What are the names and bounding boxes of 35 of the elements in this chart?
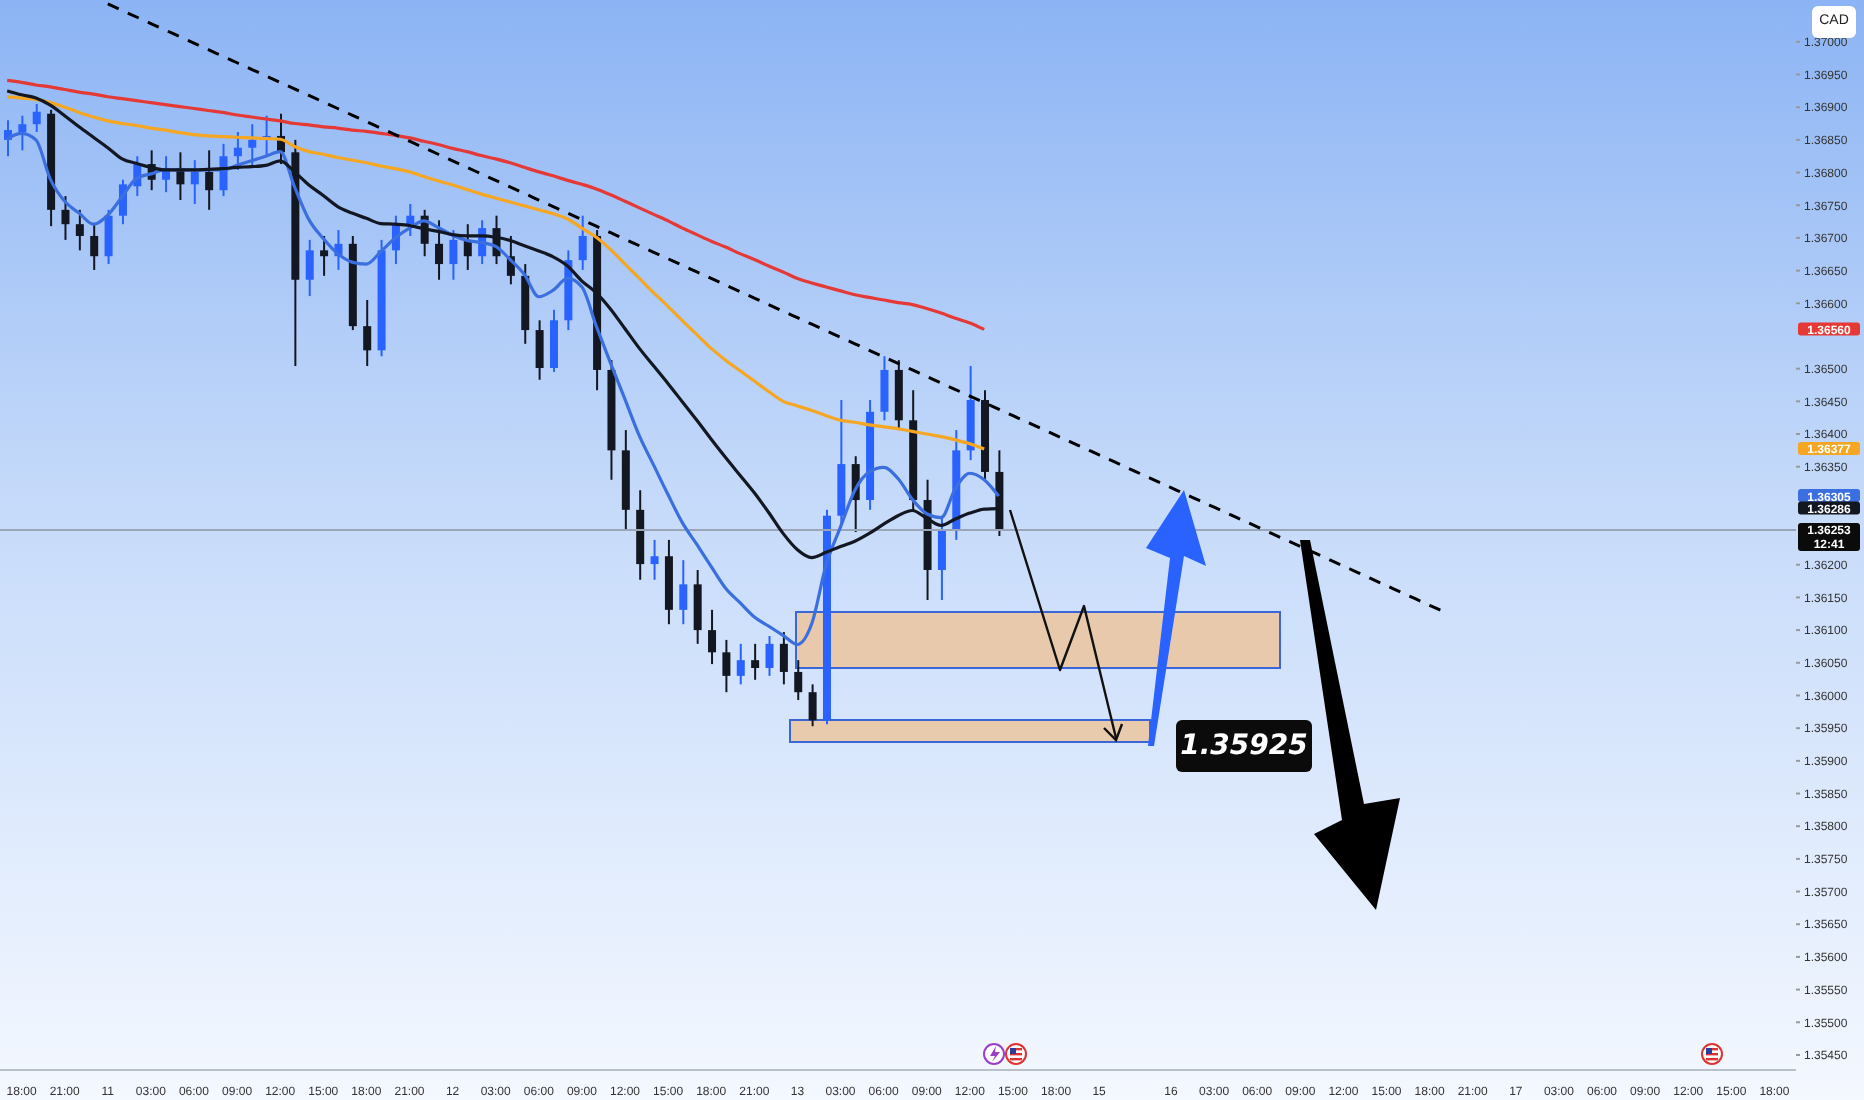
candlestick [708,608,717,666]
candlestick [650,538,659,581]
candlestick [305,238,314,298]
candlestick [435,219,444,281]
candlestick [535,319,544,381]
candlestick [75,208,84,252]
candlestick [363,299,372,368]
candlestick [18,114,27,152]
candlestick [880,355,889,422]
candlestick [751,642,760,681]
candlestick [765,634,774,677]
candlestick [190,159,199,205]
line-series [106,2,1446,614]
candlestick [104,208,113,266]
candlestick [679,559,688,626]
candlestick [233,131,242,171]
line-series [5,78,986,332]
candlestick [61,195,70,241]
candlestick [90,223,99,271]
candlestick [779,631,788,686]
candlestick [205,149,214,211]
candlestick [248,123,257,169]
candlestick [449,229,458,281]
candlestick [320,234,329,277]
candlestick [32,102,41,134]
candlestick [549,308,558,373]
candlestick [736,642,745,686]
candlestick [937,514,946,602]
annotation: 1.35925 [1176,720,1312,772]
candlestick [578,214,587,271]
candlestick [693,568,702,645]
candlestick [808,683,817,728]
candlestick [406,202,415,237]
candlestick [722,638,731,694]
candlestick [794,659,803,702]
